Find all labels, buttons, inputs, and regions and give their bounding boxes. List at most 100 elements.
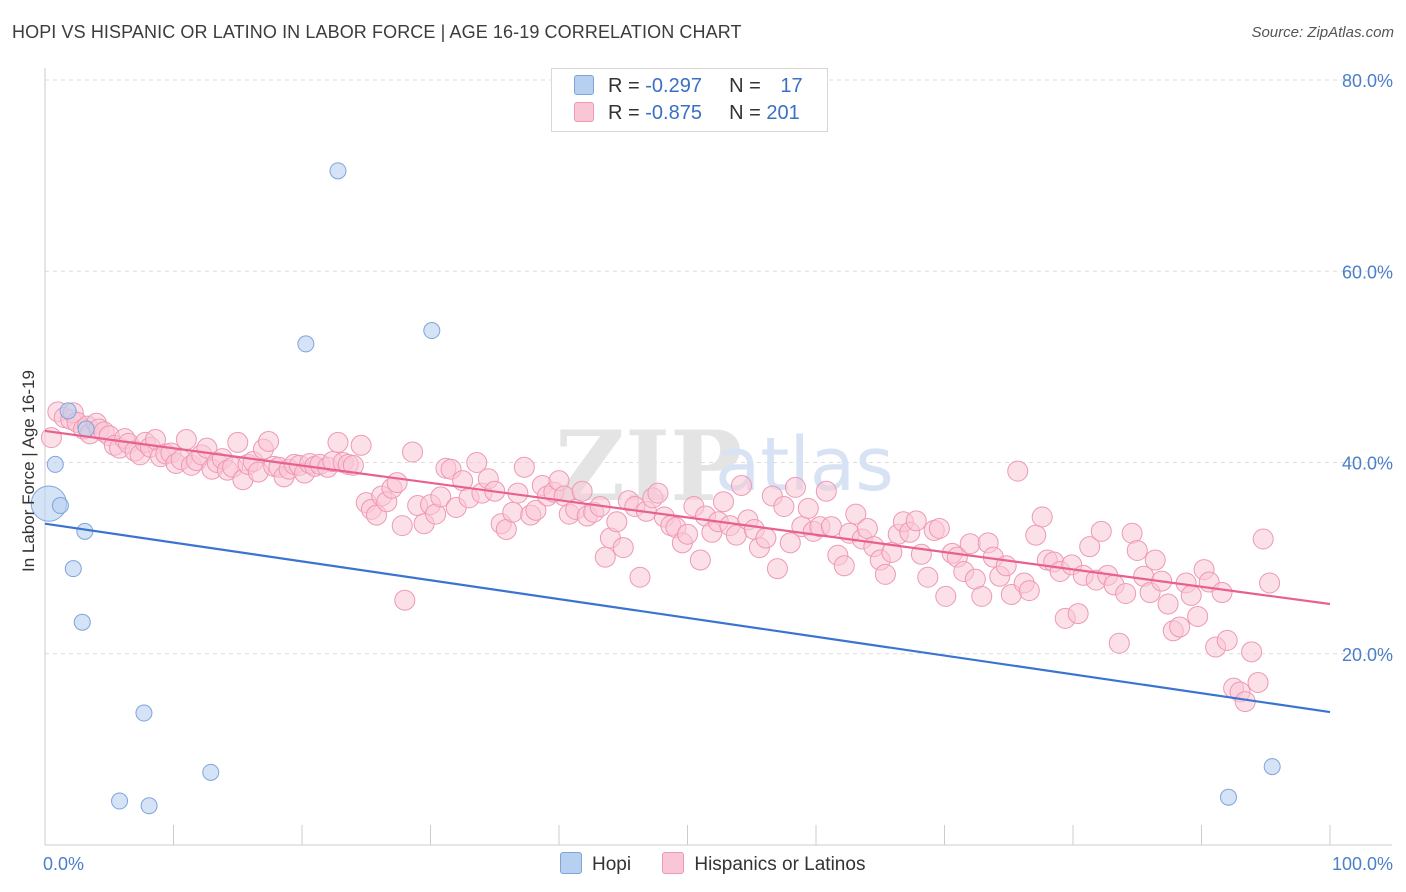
hispanic-point	[1115, 583, 1137, 605]
legend-r-label: R =	[608, 102, 640, 124]
hopi-point	[423, 322, 441, 340]
legend-row-hopi: R = -0.297 N = 17	[574, 75, 803, 99]
hispanic-point	[350, 434, 372, 456]
legend-n-label: N =	[729, 102, 761, 124]
hopi-point	[51, 497, 69, 515]
hispanic-point	[971, 585, 993, 607]
hispanic-point	[874, 563, 896, 585]
hopi-point	[59, 402, 77, 420]
legend-item-hispanic[interactable]: Hispanics or Latinos	[662, 852, 865, 876]
hispanic-r-value: -0.875	[645, 102, 702, 124]
hispanic-point	[1018, 580, 1040, 602]
hispanic-point	[773, 495, 795, 517]
hispanic-legend-swatch	[662, 852, 685, 874]
hispanic-point	[1241, 641, 1263, 663]
hispanic-point	[1067, 603, 1089, 625]
hispanic-point	[917, 566, 939, 588]
hispanic-point	[1216, 629, 1238, 651]
tick-labels: 20.0% 40.0% 60.0% 80.0% 0.0% 100.0%	[43, 71, 1393, 874]
hispanic-point	[689, 549, 711, 571]
hispanic-point	[1211, 582, 1233, 604]
hispanic-point	[755, 527, 777, 549]
hispanic-point	[959, 533, 981, 555]
hispanic-point	[466, 452, 488, 473]
hopi-point	[73, 613, 91, 631]
hispanic-point	[856, 517, 878, 539]
hispanic-point	[1090, 520, 1112, 542]
legend-row-hispanic: R = -0.875 N = 201	[574, 102, 800, 126]
trend-lines	[44, 429, 1331, 714]
hispanic-point	[784, 476, 806, 498]
hopi-point	[64, 560, 82, 578]
hispanic-point	[1259, 572, 1281, 594]
hopi-point	[140, 797, 158, 815]
hispanic-point	[612, 537, 634, 559]
correlation-legend: R = -0.297 N = 17 R = -0.875 N = 201	[551, 68, 828, 132]
hispanic-point	[1187, 605, 1209, 627]
hispanic-point	[327, 431, 349, 453]
hispanic-point	[502, 501, 524, 523]
hispanic-point	[386, 472, 408, 494]
hispanic-point	[1169, 616, 1191, 638]
legend-n-label: N =	[729, 75, 761, 97]
hispanic-point	[928, 517, 950, 539]
hispanic-point	[342, 454, 364, 476]
hispanic-point	[1247, 671, 1269, 693]
hopi-point	[1263, 758, 1281, 776]
hopi-n-value: 17	[780, 75, 803, 97]
hispanic-point	[833, 555, 855, 577]
hispanic-point	[1007, 460, 1029, 482]
hispanic-point	[1079, 536, 1101, 558]
hispanic-point	[227, 431, 249, 453]
series-legend: Hopi Hispanics or Latinos	[560, 852, 891, 876]
hopi-point	[135, 704, 153, 722]
x-tick-label-100: 100.0%	[1332, 854, 1393, 874]
chart-title: HOPI VS HISPANIC OR LATINO IN LABOR FORC…	[12, 22, 742, 42]
hispanic-point	[40, 427, 62, 449]
gridlines	[45, 79, 1392, 655]
legend-r-label: R =	[608, 75, 640, 97]
x-tick-label-0: 0.0%	[43, 854, 84, 874]
source-credit: Source: ZipAtlas.com	[1251, 24, 1394, 41]
hopi-points	[30, 162, 1281, 815]
hispanic-point	[629, 566, 651, 588]
hispanic-legend-label: Hispanics or Latinos	[694, 854, 866, 875]
hopi-point	[1219, 788, 1237, 806]
hispanic-swatch	[574, 102, 594, 122]
legend-item-hopi[interactable]: Hopi	[560, 852, 631, 876]
hispanic-point	[797, 497, 819, 519]
hispanic-point	[430, 486, 452, 508]
hispanic-point	[815, 480, 837, 502]
hispanic-point	[905, 510, 927, 532]
hispanic-point	[1108, 632, 1130, 654]
y-tick-label-60: 60.0%	[1342, 262, 1393, 282]
axes	[44, 68, 1392, 846]
hispanic-point	[820, 516, 842, 538]
hispanic-point	[935, 585, 957, 607]
hispanic-point	[594, 546, 616, 568]
hispanic-point	[712, 491, 734, 513]
hispanic-point	[391, 515, 413, 537]
y-tick-label-40: 40.0%	[1342, 454, 1393, 474]
hispanic-point	[571, 480, 593, 502]
hopi-point	[46, 455, 64, 473]
hispanic-point	[513, 456, 535, 478]
hispanic-point	[1126, 539, 1148, 561]
hopi-r-value: -0.297	[645, 75, 702, 97]
hispanic-point	[730, 474, 752, 496]
hispanic-point	[766, 558, 788, 580]
y-tick-label-20: 20.0%	[1342, 645, 1393, 665]
hopi-point	[329, 162, 347, 180]
y-tick-label-80: 80.0%	[1342, 71, 1393, 91]
hispanic-point	[1031, 506, 1053, 528]
hispanic-point	[402, 441, 424, 463]
hispanic-point	[647, 482, 669, 504]
hispanic-point	[1144, 549, 1166, 571]
hispanic-point	[258, 430, 280, 452]
hispanic-point	[1180, 584, 1202, 606]
hopi-point	[111, 792, 129, 810]
hopi-point	[202, 763, 220, 781]
hispanic-point	[1252, 528, 1274, 550]
y-axis-label: In Labor Force | Age 16-19	[19, 370, 38, 572]
hopi-swatch	[574, 75, 594, 95]
